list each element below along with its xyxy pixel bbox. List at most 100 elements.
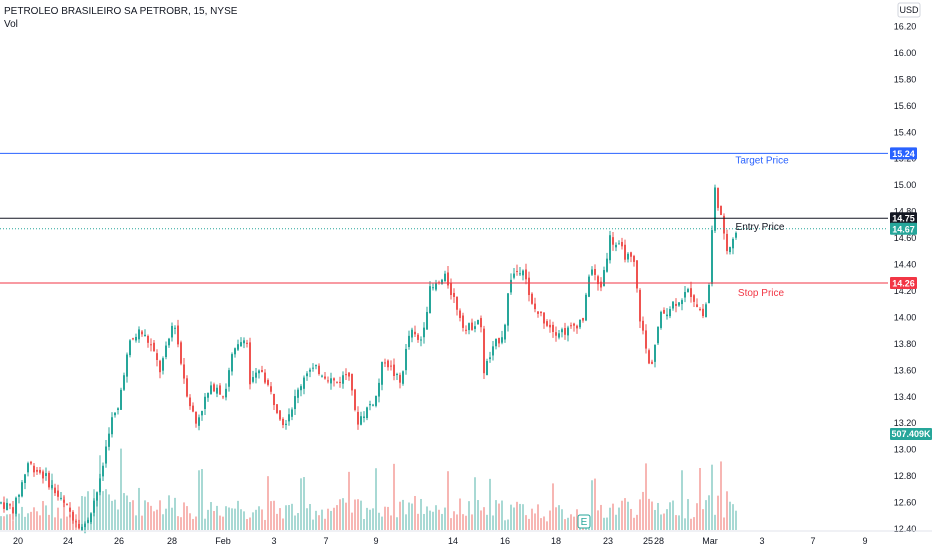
- volume-bar: [366, 507, 368, 530]
- volume-bar: [525, 515, 527, 530]
- candle-body: [423, 327, 425, 338]
- volume-bar: [732, 504, 734, 530]
- volume-bar: [714, 514, 716, 530]
- volume-bar: [192, 518, 194, 530]
- candle-body: [717, 187, 719, 208]
- candle-body: [324, 376, 326, 379]
- price-lines: Target Price Entry Price Stop Price: [0, 152, 888, 299]
- candle-body: [537, 311, 539, 314]
- volume-bar: [165, 508, 167, 530]
- candle-body: [36, 469, 38, 472]
- candle-body: [693, 295, 695, 302]
- candle-body: [507, 293, 509, 326]
- candle-body: [456, 296, 458, 310]
- volume-bar: [174, 497, 176, 530]
- candle-body: [27, 463, 29, 473]
- candle-body: [249, 342, 251, 385]
- candle-body: [54, 487, 56, 494]
- candle-body: [69, 507, 71, 512]
- candle-body: [471, 322, 473, 330]
- price-axis[interactable]: 12.40 12.60 12.80 13.00 13.20 13.40 13.60 13.80…: [889, 0, 932, 550]
- candle-body: [360, 416, 362, 425]
- candle-body: [300, 386, 302, 391]
- time-tick-label: 20: [13, 536, 23, 546]
- candle-body: [480, 318, 482, 328]
- volume-bar: [42, 501, 44, 530]
- volume-bar: [279, 508, 281, 530]
- candle-body: [48, 472, 50, 488]
- candle-body: [570, 325, 572, 327]
- candle-body: [219, 385, 221, 395]
- candle-body: [597, 276, 599, 285]
- time-tick-label: Feb: [215, 536, 231, 546]
- volume-bar: [225, 506, 227, 530]
- candle-body: [441, 279, 443, 285]
- candle-body: [204, 396, 206, 410]
- volume-bar: [456, 514, 458, 530]
- volume-bar: [183, 502, 185, 530]
- symbol-title[interactable]: PETROLEO BRASILEIRO SA PETROBR, 15, NYSE: [4, 6, 238, 17]
- currency-badge: USD: [899, 5, 919, 15]
- candle-body: [639, 289, 641, 322]
- candle-body: [372, 404, 374, 406]
- candle-body: [240, 342, 242, 347]
- volume-bar: [141, 515, 143, 530]
- volume-bar: [681, 470, 683, 530]
- volume-bar: [678, 515, 680, 530]
- earnings-event-icon: [577, 514, 591, 529]
- candle-body: [396, 374, 398, 376]
- candle-body: [312, 367, 314, 369]
- candle-body: [612, 237, 614, 245]
- price-tick-label: 14.60: [894, 233, 917, 243]
- candle-body: [363, 416, 365, 419]
- volume-bar: [393, 463, 395, 530]
- volume-bar: [483, 507, 485, 530]
- volume-bar: [81, 496, 83, 530]
- time-axis[interactable]: 20 24 26 28 Feb 3 7 9 14 16 18 23 25 28 Mar 3 7 9: [0, 530, 932, 546]
- candle-body: [621, 242, 623, 247]
- candle-body: [543, 312, 545, 324]
- volume-bar: [591, 480, 593, 530]
- candle-body: [519, 273, 521, 275]
- candle-body: [510, 279, 512, 293]
- time-tick-label: 28: [654, 536, 664, 546]
- candle-body: [729, 247, 731, 253]
- volume-bar: [270, 501, 272, 530]
- volume-indicator-label[interactable]: Vol: [4, 19, 18, 30]
- volume-bar: [735, 510, 737, 530]
- candle-body: [489, 357, 491, 360]
- volume-bar: [603, 517, 605, 530]
- candle-body: [633, 256, 635, 262]
- candle-body: [534, 303, 536, 310]
- price-tick-label: 13.80: [894, 339, 917, 349]
- time-tick-label: 16: [500, 536, 510, 546]
- candle-body: [645, 330, 647, 349]
- candle-body: [657, 326, 659, 344]
- volume-bar: [510, 504, 512, 530]
- volume-bar: [12, 520, 14, 530]
- candle-body: [642, 320, 644, 331]
- candle-body: [99, 478, 101, 493]
- candle-body: [483, 328, 485, 374]
- volume-bar: [423, 513, 425, 530]
- candle-body: [690, 288, 692, 297]
- volume-bar: [219, 515, 221, 530]
- price-tick-label: 14.40: [894, 260, 917, 270]
- candle-body: [330, 378, 332, 384]
- volume-bar: [408, 502, 410, 530]
- candle-body: [138, 329, 140, 340]
- candle-body: [726, 233, 728, 252]
- volume-bar: [138, 487, 140, 530]
- volume-bar: [543, 516, 545, 530]
- volume-bar: [0, 516, 2, 530]
- volume-bar: [234, 508, 236, 530]
- candle-body: [315, 365, 317, 367]
- time-tick-label: 24: [63, 536, 73, 546]
- candle-body: [78, 524, 80, 529]
- candle-body: [336, 381, 338, 383]
- volume-bar: [729, 501, 731, 530]
- candle-body: [459, 310, 461, 318]
- volume-bar: [18, 513, 20, 530]
- volume-bar: [711, 464, 713, 530]
